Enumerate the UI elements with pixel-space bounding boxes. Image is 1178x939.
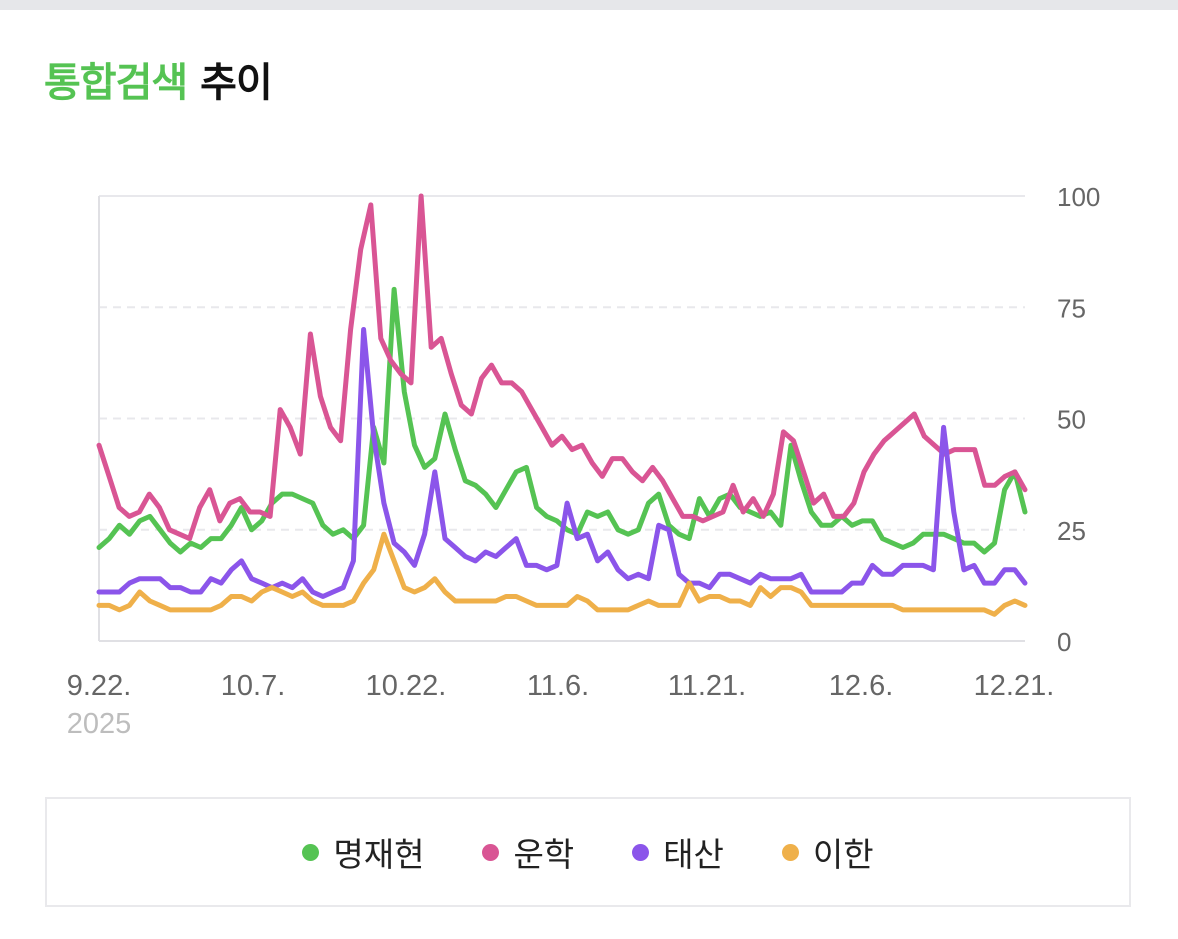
x-year-label: 2025 bbox=[67, 708, 132, 740]
legend-dot-icon bbox=[302, 843, 320, 861]
legend-item[interactable]: 태산 bbox=[632, 828, 724, 876]
series-line-3 bbox=[96, 327, 1028, 599]
x-tick-label: 9.22. bbox=[67, 670, 132, 702]
y-tick-label: 50 bbox=[1057, 405, 1086, 435]
legend-label: 명재현 bbox=[333, 835, 425, 874]
y-tick-label: 0 bbox=[1057, 627, 1071, 657]
legend: 명재현 운학 태산 이한 bbox=[45, 797, 1131, 907]
title-accent: 통합검색 bbox=[44, 60, 188, 106]
legend-dot-icon bbox=[632, 843, 650, 861]
x-tick-label: 10.7. bbox=[221, 670, 286, 702]
y-tick-label: 75 bbox=[1057, 293, 1086, 323]
y-tick-label: 25 bbox=[1057, 516, 1086, 546]
top-bar bbox=[0, 0, 1178, 10]
legend-item[interactable]: 운학 bbox=[482, 828, 574, 876]
y-tick-label: 100 bbox=[1057, 182, 1100, 212]
title-rest: 추이 bbox=[200, 60, 273, 106]
legend-dot-icon bbox=[781, 843, 799, 861]
x-tick-label: 10.22. bbox=[366, 670, 447, 702]
page-title: 통합검색 추이 bbox=[44, 50, 273, 108]
x-tick-label: 12.21. bbox=[974, 670, 1055, 702]
legend-label: 운학 bbox=[513, 835, 575, 874]
series-line-2 bbox=[96, 193, 1028, 542]
legend-item[interactable]: 이한 bbox=[781, 828, 874, 876]
legend-item[interactable]: 명재현 bbox=[302, 828, 424, 876]
legend-label: 태산 bbox=[663, 835, 724, 874]
x-tick-label: 11.6. bbox=[527, 670, 589, 702]
legend-label: 이한 bbox=[812, 835, 874, 874]
legend-dot-icon bbox=[482, 843, 500, 861]
series-line-4 bbox=[96, 531, 1028, 617]
series-line-1 bbox=[96, 286, 1028, 555]
x-tick-label: 11.21. bbox=[668, 670, 746, 702]
x-tick-label: 12.6. bbox=[829, 670, 894, 702]
trend-chart: 0 25 50 75 100 9.22. 10.7. 10.22. 11.6. 11.21. 12.… bbox=[67, 182, 1101, 740]
